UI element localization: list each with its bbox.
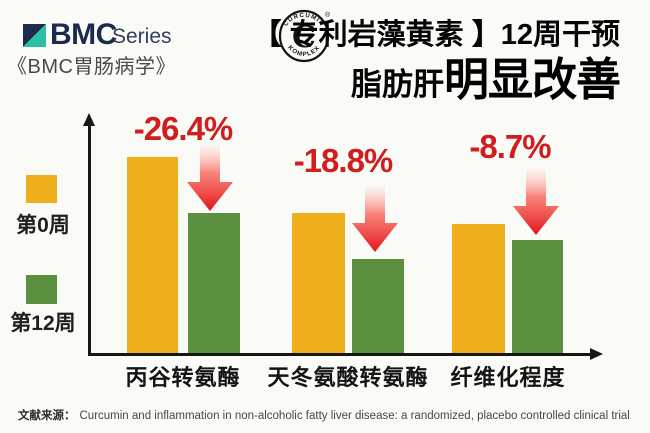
y-axis	[88, 124, 91, 356]
bmc-logo-icon	[23, 24, 46, 47]
category-label-fibrosis: 纤维化程度	[450, 365, 566, 390]
category-label-ast: 天冬氨酸转氨酶	[267, 365, 429, 390]
bar-week0-alt	[127, 157, 178, 353]
headline-line2: 脂肪肝 明显改善	[350, 54, 621, 105]
legend-label-week12: 第12周	[10, 312, 76, 335]
registered-mark: ®	[325, 11, 331, 19]
bar-week12-ast	[352, 259, 404, 353]
brand-series-label: Series	[112, 25, 172, 48]
headline-line2-emphasis: 明显改善	[443, 54, 621, 105]
decrease-arrow-icon	[513, 166, 559, 235]
legend-swatch-week0	[26, 175, 57, 203]
journal-name: 《BMC胃肠病学》	[7, 56, 176, 78]
x-axis-arrow-icon	[590, 348, 603, 360]
curcumin-stamp-icon: C CURCUMIN KOMPLEX ®	[278, 9, 331, 63]
decrease-arrow-icon	[187, 142, 233, 211]
citation-line: 文献来源： Curcumin and inflammation in non-al…	[18, 407, 630, 423]
legend-swatch-week12	[26, 275, 57, 304]
bar-week12-alt	[188, 213, 240, 353]
legend-label-week0: 第0周	[16, 214, 70, 237]
category-label-alt: 丙谷转氨酶	[125, 365, 241, 390]
decrease-arrow-icon	[352, 183, 398, 252]
citation-text: Curcumin and inflammation in non-alcohol…	[79, 410, 630, 422]
headline-line1: 【 专利岩藻黄素 】12周干预	[252, 19, 620, 51]
y-axis-arrow-icon	[83, 113, 95, 126]
headline-line2-prefix: 脂肪肝	[350, 67, 444, 102]
change-label-alt: -26.4%	[133, 110, 234, 147]
bar-week0-ast	[292, 213, 345, 353]
change-label-fibrosis: -8.7%	[469, 128, 551, 165]
brand-name: BMC	[50, 18, 117, 51]
stamp-letter: C	[292, 20, 316, 55]
change-label-ast: -18.8%	[293, 142, 394, 179]
x-axis	[88, 353, 592, 356]
bar-week0-fibrosis	[452, 224, 505, 353]
bar-week12-fibrosis	[512, 240, 563, 353]
citation-prefix: 文献来源：	[18, 410, 76, 422]
